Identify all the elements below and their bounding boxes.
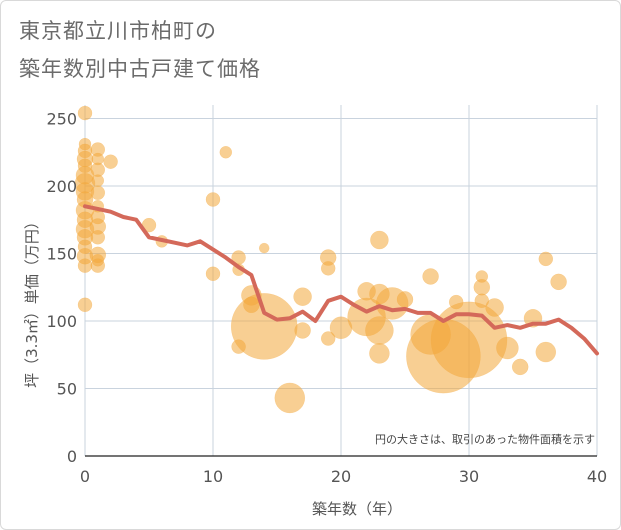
data-bubble: [370, 230, 389, 250]
x-tick-label: 40: [587, 467, 607, 486]
data-bubble: [77, 158, 93, 173]
data-bubble: [103, 154, 118, 169]
data-bubble: [511, 358, 529, 376]
data-bubble: [369, 343, 390, 364]
x-tick-label: 30: [459, 467, 479, 486]
data-bubble: [396, 291, 414, 308]
data-bubble: [77, 297, 93, 313]
data-bubble: [258, 242, 270, 254]
data-bubble: [293, 287, 312, 306]
data-bubble: [485, 298, 504, 317]
trend-line: [83, 204, 599, 356]
y-tick-label: 50: [57, 380, 77, 399]
data-bubble: [219, 146, 233, 159]
data-bubble: [243, 296, 260, 314]
data-bubble: [357, 282, 376, 301]
data-bubble: [538, 251, 554, 267]
data-bubble: [90, 185, 106, 200]
data-bubble: [474, 293, 490, 308]
trend-line-series: [83, 204, 599, 356]
data-bubble: [320, 331, 336, 346]
data-bubble: [496, 336, 519, 360]
x-tick-label: 20: [331, 467, 351, 486]
data-bubble: [77, 239, 93, 254]
x-tick-labels: 0 10 20 30 40: [80, 467, 607, 486]
data-bubble: [78, 137, 92, 151]
data-bubble: [91, 254, 105, 267]
data-bubble: [475, 270, 489, 283]
data-bubble: [320, 261, 336, 276]
y-tick-label: 250: [46, 110, 77, 129]
data-bubble: [77, 105, 93, 121]
y-axis-title: 坪（3.3㎡）単価（万円）: [23, 214, 41, 388]
data-bubble: [329, 316, 353, 339]
x-tick-label: 0: [80, 467, 90, 486]
data-bubble: [274, 382, 306, 414]
y-tick-labels: 0 50 100 150 200 250: [46, 110, 77, 467]
bubble-series: [74, 105, 567, 414]
x-axis-title: 築年数（年）: [312, 500, 402, 518]
chart-title-line-2: 築年数別中古戸建て価格: [19, 57, 261, 81]
y-tick-label: 150: [46, 245, 77, 264]
y-tick-label: 0: [67, 447, 77, 466]
chart-title-line-1: 東京都立川市柏町の: [19, 19, 217, 43]
data-bubble: [365, 316, 394, 345]
data-bubble: [91, 174, 105, 187]
data-bubble: [77, 258, 93, 273]
bubble-size-note: 円の大きさは、取引のあった物件面積を示す: [375, 432, 595, 446]
data-bubble: [205, 192, 221, 207]
data-bubble: [231, 339, 246, 354]
data-bubble: [448, 294, 464, 310]
data-bubble: [90, 230, 106, 245]
data-bubble: [205, 266, 221, 281]
y-tick-label: 200: [46, 177, 77, 196]
data-bubble: [422, 268, 439, 285]
data-bubble: [550, 273, 567, 291]
x-tick-label: 10: [203, 467, 223, 486]
gridlines: [84, 105, 598, 456]
data-bubble: [294, 322, 311, 339]
data-bubble: [535, 341, 557, 363]
data-bubble: [91, 152, 105, 166]
y-tick-label: 100: [46, 312, 77, 331]
